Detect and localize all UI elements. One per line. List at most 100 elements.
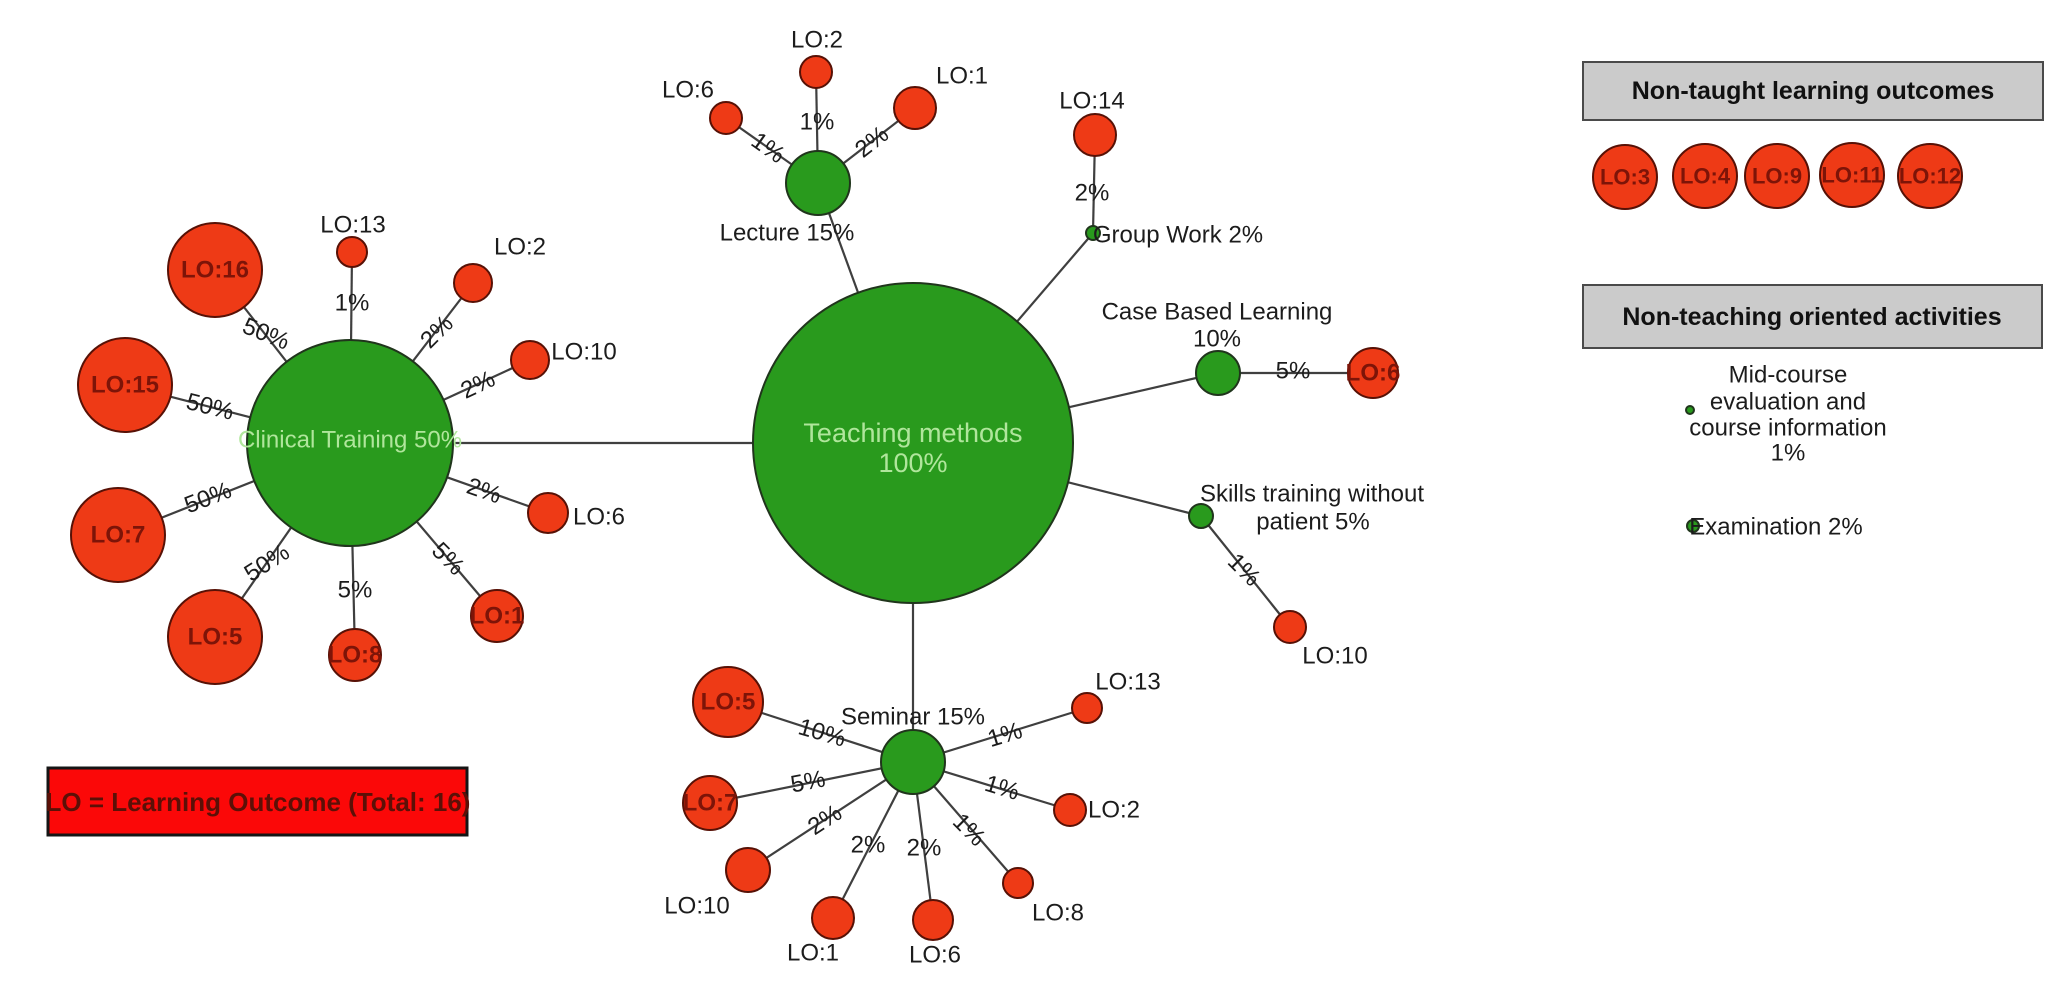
edge-clinical-lo5-pct: 50% [239, 539, 294, 588]
case-based-circle [1195, 350, 1241, 396]
node-clinical-lo5-label: LO:5 [188, 624, 243, 651]
edge-groupwork-lo14-pct: 2% [1075, 180, 1110, 207]
node-nontaught-lo9-label: LO:9 [1752, 164, 1802, 189]
edge-seminar-lo10-pct: 2% [803, 799, 847, 841]
edge-lecture-lo6-pct: 1% [746, 127, 790, 169]
non-taught-title-box [1582, 61, 2044, 121]
group-case-based-learning: Case Based Learning 10% LO:6 5% [1102, 299, 1401, 399]
non-teaching-title: Non-teaching oriented activities [1622, 303, 2001, 331]
node-teaching-methods: Teaching methods 100% [752, 282, 1074, 604]
node-clinical-lo6 [527, 492, 569, 534]
node-casebased-lo6 [1347, 347, 1399, 399]
edge-seminar-lo2-pct: 1% [981, 770, 1022, 806]
clinical-training-label: Clinical Training 50% [238, 427, 462, 454]
teaching-methods-circle [752, 282, 1074, 604]
node-clinical-lo7-label: LO:7 [91, 522, 146, 549]
node-clinical-lo15-label: LO:15 [91, 372, 159, 399]
lecture-circle [785, 150, 851, 216]
edge-skills-lo10-pct: 1% [1222, 548, 1266, 592]
node-skills-lo10-label: LO:10 [1302, 643, 1367, 670]
edge-clinical-lo15-pct: 50% [183, 388, 236, 426]
node-clinical-lo10-label: LO:10 [551, 339, 616, 366]
node-nontaught-lo11 [1819, 142, 1885, 208]
edge-clinical-lo7-pct: 50% [181, 477, 236, 519]
mid-course-label-line1: Mid-course [1729, 362, 1848, 389]
edge-seminar-lo13-pct: 1% [984, 717, 1025, 753]
skills-circle [1188, 503, 1214, 529]
mid-course-label-line2: evaluation and [1710, 389, 1866, 416]
node-nontaught-lo3 [1592, 144, 1658, 210]
teaching-methods-label-line1: Teaching methods [803, 418, 1022, 448]
edge-skills-lo10 [1200, 515, 1291, 628]
note-box [46, 766, 469, 837]
non-teaching-title-box [1582, 284, 2043, 349]
node-seminar-lo5 [692, 666, 764, 738]
node-nontaught-lo4-label: LO:4 [1680, 164, 1731, 189]
case-based-label-line2: 10% [1193, 326, 1241, 353]
node-clinical-lo7 [70, 487, 166, 583]
skills-label-line1: Skills training without [1200, 481, 1424, 508]
examination-label: Examination 2% [1689, 514, 1862, 541]
edge-casebased-lo6-pct: 5% [1276, 358, 1311, 385]
node-nontaught-lo4 [1672, 143, 1738, 209]
node-nontaught-lo12 [1897, 143, 1963, 209]
teaching-methods-label-line2: 100% [878, 448, 947, 478]
node-seminar-lo5-label: LO:5 [701, 689, 756, 716]
group-seminar: Seminar 15% LO:5 10% LO:7 5% LO:10 2% LO… [664, 666, 1161, 969]
mid-course-dot [1685, 405, 1695, 415]
node-seminar-lo13-label: LO:13 [1095, 669, 1160, 696]
non-taught-title: Non-taught learning outcomes [1632, 77, 1995, 105]
node-seminar-lo2-label: LO:2 [1088, 797, 1140, 824]
seminar-label: Seminar 15% [841, 704, 985, 731]
clinical-training-circle [246, 339, 454, 547]
mid-course-label-line3: course information [1689, 415, 1886, 442]
node-nontaught-lo11-label: LO:11 [1821, 163, 1882, 188]
examination-dot [1686, 519, 1700, 533]
node-clinical-lo2-label: LO:2 [494, 234, 546, 261]
node-nontaught-lo9 [1744, 143, 1810, 209]
edge-clinical-lo8-pct: 5% [338, 577, 373, 604]
legend-non-taught: Non-taught learning outcomes LO:3 LO:4 L… [1582, 61, 2044, 210]
node-seminar-lo7 [682, 775, 738, 831]
node-lecture-lo2 [799, 55, 833, 89]
node-clinical-lo16-label: LO:16 [181, 257, 249, 284]
node-clinical-lo5 [167, 589, 263, 685]
lecture-label: Lecture 15% [720, 220, 855, 247]
node-clinical-lo8-label: LO:8 [328, 642, 383, 669]
edge-clinical-lo16-pct: 50% [239, 312, 294, 355]
seminar-circle [880, 729, 946, 795]
node-clinical-lo1-label: LO:1 [470, 603, 525, 630]
node-clinical-lo16 [167, 222, 263, 318]
edge-lecture-lo2-pct: 1% [800, 109, 835, 136]
group-skills-training: Skills training without patient 5% LO:10… [1188, 481, 1424, 670]
node-skills-lo10 [1273, 610, 1307, 644]
edge-clinical-lo10-pct: 2% [457, 365, 500, 404]
edge-clinical-lo1-pct: 5% [426, 537, 470, 581]
node-clinical-lo13 [336, 236, 368, 268]
node-clinical-lo8 [328, 628, 382, 682]
legend-non-teaching: Non-teaching oriented activities Mid-cou… [1582, 284, 2043, 541]
node-casebased-lo6-label: LO:6 [1346, 360, 1401, 387]
node-clinical-lo1 [470, 589, 524, 643]
legend-note: LO = Learning Outcome (Total: 16) [46, 766, 470, 837]
group-work-label: Group Work 2% [1093, 222, 1263, 249]
node-seminar-lo6-label: LO:6 [909, 942, 961, 969]
node-seminar-lo10 [725, 847, 771, 893]
node-seminar-lo2 [1053, 793, 1087, 827]
edge-seminar-lo7-pct: 5% [788, 765, 827, 798]
node-clinical-lo6-label: LO:6 [573, 504, 625, 531]
skills-label-line2: patient 5% [1256, 509, 1369, 536]
node-groupwork-lo14-label: LO:14 [1059, 88, 1124, 115]
edge-lecture-lo1-pct: 2% [850, 121, 894, 164]
node-clinical-lo13-label: LO:13 [320, 212, 385, 239]
group-lecture: Lecture 15% LO:6 1% LO:2 1% LO:1 2% [662, 27, 988, 247]
edge-clinical-lo13-pct: 1% [335, 290, 370, 317]
node-lecture-lo6-label: LO:6 [662, 77, 714, 104]
node-clinical-lo2 [453, 263, 493, 303]
case-based-label-line1: Case Based Learning [1102, 299, 1333, 326]
edge-clinical-lo6-pct: 2% [463, 473, 505, 510]
node-clinical-lo10 [510, 340, 550, 380]
node-nontaught-lo3-label: LO:3 [1600, 165, 1650, 190]
node-groupwork-lo14 [1073, 113, 1117, 157]
